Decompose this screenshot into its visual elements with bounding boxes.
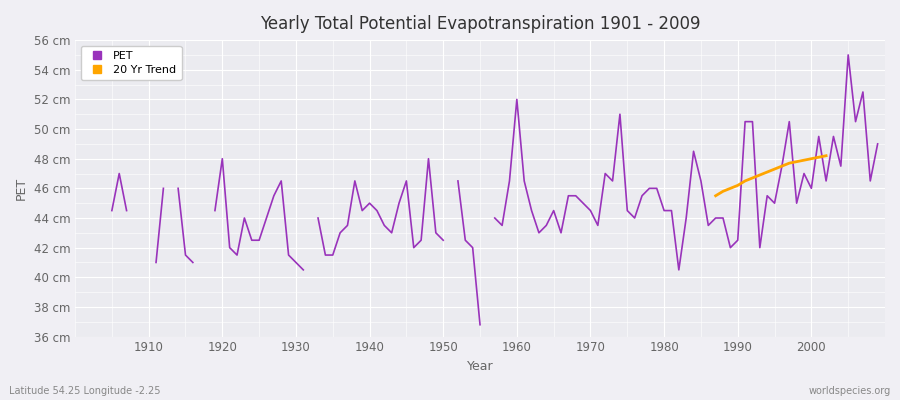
Legend: PET, 20 Yr Trend: PET, 20 Yr Trend [81,46,182,80]
X-axis label: Year: Year [467,360,493,373]
Title: Yearly Total Potential Evapotranspiration 1901 - 2009: Yearly Total Potential Evapotranspiratio… [260,15,700,33]
Text: worldspecies.org: worldspecies.org [809,386,891,396]
Y-axis label: PET: PET [15,177,28,200]
Text: Latitude 54.25 Longitude -2.25: Latitude 54.25 Longitude -2.25 [9,386,160,396]
